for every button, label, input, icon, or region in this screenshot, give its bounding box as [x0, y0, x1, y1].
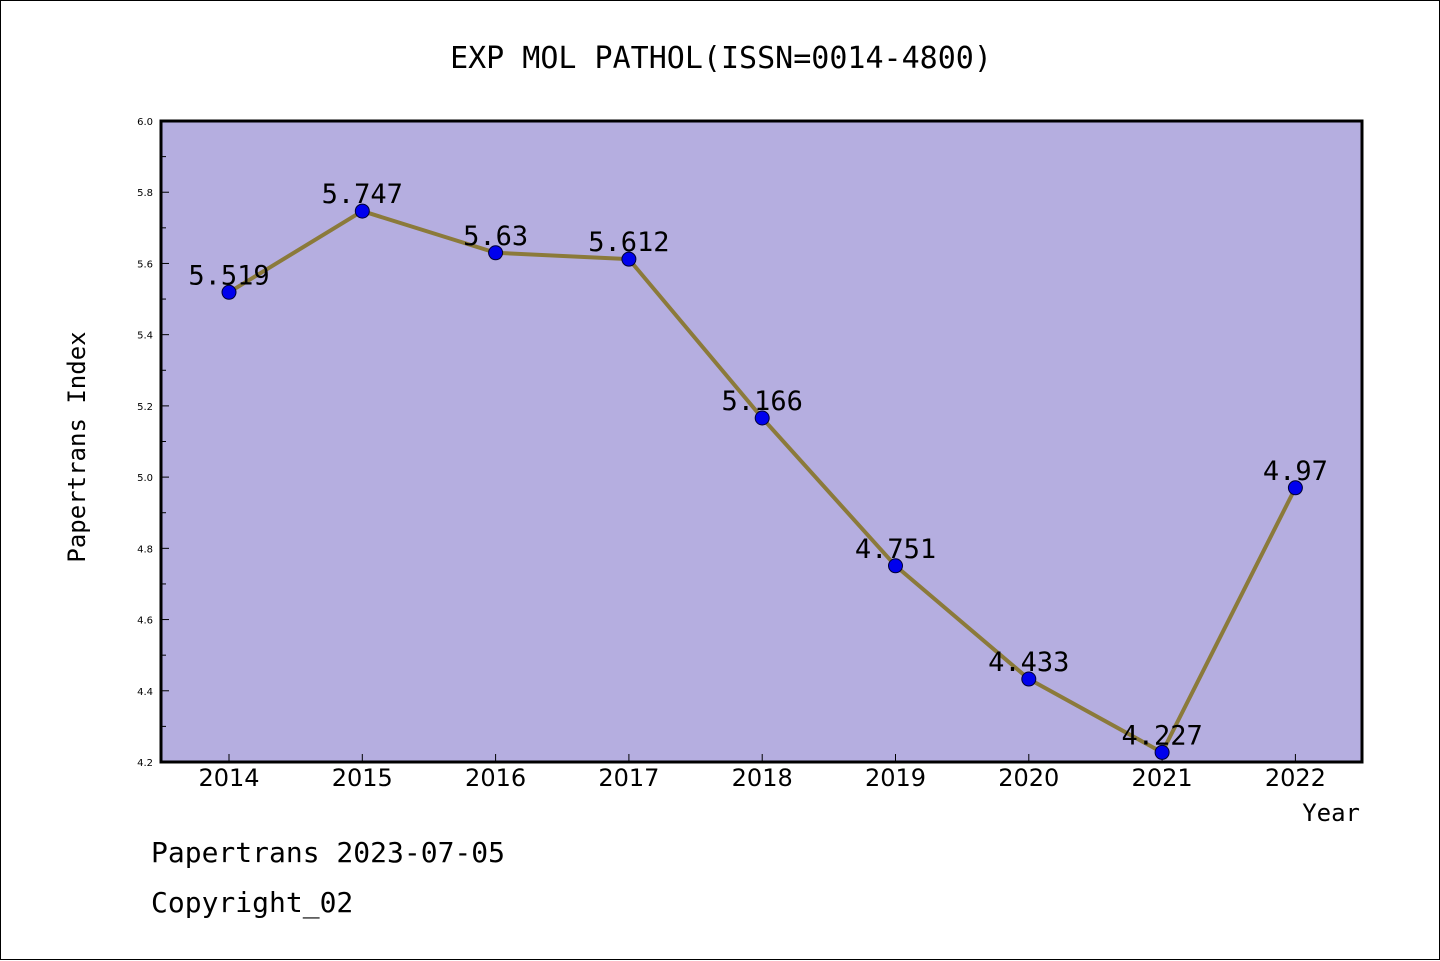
data-points — [221, 203, 1303, 760]
data-point — [888, 558, 903, 574]
y-tick-label: 4.4 — [137, 687, 153, 698]
x-tick-label: 2017 — [598, 764, 659, 792]
footer-copyright: Copyright_02 — [151, 886, 354, 919]
y-tick-label: 4.8 — [137, 544, 153, 555]
y-tick-label: 6.0 — [137, 117, 153, 128]
x-tick-label: 2021 — [1132, 764, 1193, 792]
y-tick-label: 5.0 — [137, 473, 153, 484]
data-label: 5.166 — [722, 386, 803, 417]
data-point — [221, 284, 237, 300]
y-tick-label: 5.6 — [137, 259, 153, 270]
data-label: 5.519 — [188, 260, 269, 291]
x-tick-label: 2020 — [998, 764, 1059, 792]
data-label: 4.433 — [988, 647, 1069, 678]
chart-title: EXP MOL PATHOL(ISSN=0014-4800) — [450, 41, 992, 76]
plot-area — [159, 119, 1364, 764]
y-tick-label: 4.2 — [137, 758, 153, 769]
y-tick-label: 5.8 — [137, 188, 153, 199]
data-label: 4.227 — [1121, 720, 1202, 751]
data-point — [1021, 671, 1037, 687]
y-tick-label: 5.4 — [137, 331, 153, 342]
data-point — [754, 410, 770, 426]
data-point — [621, 251, 637, 267]
footer-date: Papertrans 2023-07-05 — [151, 836, 506, 869]
y-tick-label: 4.6 — [137, 616, 153, 627]
data-point — [488, 245, 504, 261]
data-labels: 5.519 5.747 5.63 5.612 5.166 4.751 4.433 4.227 4… — [188, 179, 1328, 751]
x-tick-label: 2022 — [1265, 764, 1326, 792]
x-tick-label: 2014 — [198, 764, 259, 792]
data-label: 4.97 — [1263, 456, 1328, 487]
data-label: 5.612 — [588, 227, 669, 258]
x-axis: 2014 2015 2016 2017 2018 2019 2020 2021 2022 — [198, 754, 1326, 792]
y-tick-label: 5.2 — [137, 402, 153, 413]
data-label: 5.747 — [322, 179, 403, 210]
y-axis: 4.2 4.4 4.6 4.8 5.0 5.2 5.4 5.6 5.8 6.0 — [137, 117, 169, 769]
data-point — [1287, 480, 1303, 496]
x-tick-label: 2015 — [332, 764, 393, 792]
data-point — [1154, 744, 1170, 760]
x-tick-label: 2018 — [732, 764, 793, 792]
y-axis-label: Papertrans Index — [63, 331, 91, 562]
x-tick-label: 2019 — [865, 764, 926, 792]
data-label: 5.63 — [463, 221, 528, 252]
data-label: 4.751 — [855, 534, 936, 565]
x-axis-label: Year — [1302, 799, 1360, 827]
data-point — [354, 203, 370, 219]
x-tick-label: 2016 — [465, 764, 526, 792]
